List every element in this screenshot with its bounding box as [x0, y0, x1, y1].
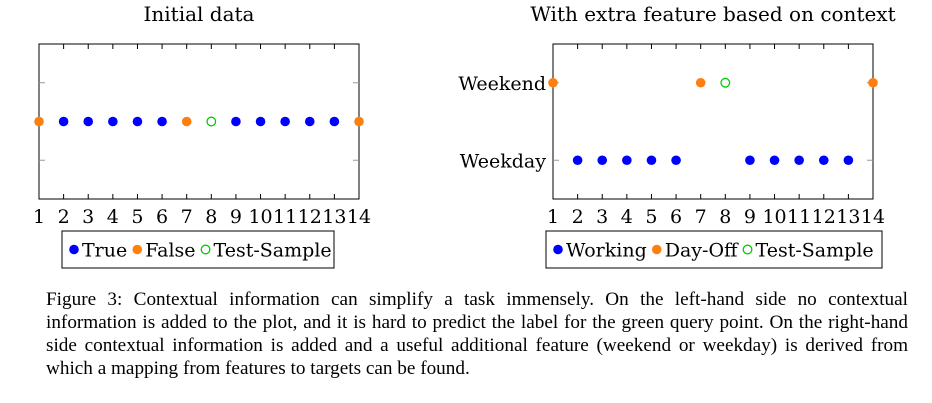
x-tick-label: 3 [596, 206, 608, 228]
caption-label: Figure 3: [46, 289, 123, 310]
x-tick-label: 5 [645, 206, 657, 228]
data-point-day-off [695, 77, 706, 88]
y-tick-label: Weekday [460, 150, 546, 172]
legend-label: Working [566, 240, 647, 262]
legend-marker [200, 244, 211, 255]
data-point-working [745, 155, 755, 166]
data-point-working [769, 155, 780, 166]
chart-title: With extra feature based on context [530, 2, 895, 26]
x-tick-label: 9 [744, 206, 756, 228]
x-tick-label: 11 [787, 206, 811, 228]
x-tick-label: 1 [547, 206, 559, 228]
x-tick-label: 14 [347, 206, 371, 228]
x-tick-label: 11 [273, 206, 297, 228]
data-point-day-off [868, 77, 878, 88]
x-tick-label: 8 [719, 206, 731, 228]
x-tick-label: 13 [322, 206, 346, 228]
data-point-working [622, 155, 632, 166]
data-point-working [671, 155, 681, 166]
x-tick-label: 7 [181, 206, 193, 228]
figure-caption: Figure 3: Contextual information can sim… [46, 288, 908, 380]
data-point-working [572, 155, 583, 166]
legend-marker [132, 244, 143, 255]
legend-label: Test-Sample [756, 240, 874, 262]
data-point-working [597, 155, 608, 166]
data-point-test-sample [720, 77, 731, 88]
legend-label: False [145, 240, 195, 262]
x-tick-label: 6 [156, 206, 168, 228]
data-point-false [181, 116, 192, 127]
legend-marker [553, 244, 563, 255]
legend-marker [651, 244, 662, 255]
legend-label: True [82, 240, 127, 262]
x-tick-label: 4 [107, 206, 119, 228]
caption-text: Contextual information can simplify a ta… [46, 289, 908, 379]
x-tick-label: 4 [621, 206, 633, 228]
data-point-true [83, 116, 94, 127]
x-tick-label: 9 [230, 206, 242, 228]
data-point-true [132, 116, 143, 127]
x-tick-label: 6 [670, 206, 682, 228]
plot-frame [552, 43, 874, 200]
data-point-working [646, 155, 657, 166]
data-point-test-sample [206, 116, 217, 127]
data-point-false [354, 116, 364, 127]
x-tick-label: 8 [205, 206, 217, 228]
x-tick-label: 2 [58, 206, 70, 228]
x-tick-label: 13 [836, 206, 860, 228]
legend: True False Test-Sample [61, 230, 335, 269]
data-point-true [58, 116, 69, 127]
x-tick-label: 2 [572, 206, 584, 228]
data-point-true [280, 116, 290, 127]
data-point-working [794, 155, 804, 166]
x-tick-label: 1 [33, 206, 45, 228]
data-point-false [34, 116, 44, 127]
data-point-true [157, 116, 167, 127]
data-point-true [329, 116, 340, 127]
chart-title: Initial data [144, 2, 255, 26]
legend-label: Test-Sample [214, 240, 332, 262]
x-tick-label: 7 [695, 206, 707, 228]
legend-marker [742, 244, 753, 255]
x-tick-label: 5 [131, 206, 143, 228]
x-tick-label: 10 [248, 206, 272, 228]
x-tick-label: 12 [812, 206, 836, 228]
data-point-working [818, 155, 829, 166]
legend-box [545, 230, 883, 269]
data-point-true [304, 116, 315, 127]
data-point-true [255, 116, 266, 127]
legend-label: Day-Off [665, 240, 739, 262]
x-tick-label: 3 [82, 206, 94, 228]
legend-marker [69, 244, 79, 255]
legend-box [61, 230, 335, 269]
y-tick-label: Weekend [458, 73, 546, 95]
x-tick-label: 14 [861, 206, 885, 228]
data-point-day-off [548, 77, 558, 88]
x-tick-label: 12 [298, 206, 322, 228]
data-point-true [231, 116, 241, 127]
data-point-working [843, 155, 854, 166]
data-point-true [108, 116, 118, 127]
legend: Working Day-Off Test-Sample [545, 230, 883, 269]
x-tick-label: 10 [762, 206, 786, 228]
